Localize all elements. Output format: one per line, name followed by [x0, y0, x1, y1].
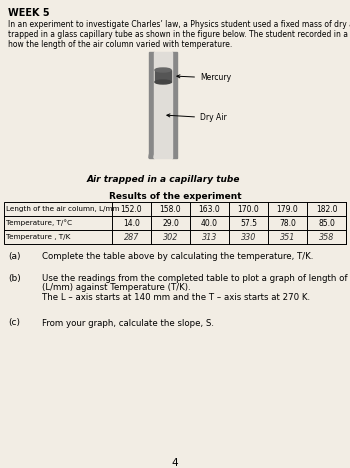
- Text: 170.0: 170.0: [238, 205, 259, 213]
- Text: 313: 313: [202, 233, 217, 241]
- Text: (b): (b): [8, 274, 21, 283]
- Bar: [4, 202, 346, 244]
- Text: Results of the experiment: Results of the experiment: [109, 192, 241, 201]
- Text: The L – axis starts at 140 mm and the T – axis starts at 270 K.: The L – axis starts at 140 mm and the T …: [42, 293, 310, 302]
- Text: Use the readings from the completed table to plot a graph of length of the air c: Use the readings from the completed tabl…: [42, 274, 350, 283]
- Text: 163.0: 163.0: [199, 205, 220, 213]
- Bar: [154, 52, 172, 158]
- Bar: [155, 70, 171, 82]
- Text: 40.0: 40.0: [201, 219, 218, 227]
- Text: (c): (c): [8, 319, 20, 328]
- Bar: [149, 52, 154, 158]
- Text: In an experiment to investigate Charles’ law, a Physics student used a fixed mas: In an experiment to investigate Charles’…: [8, 20, 350, 29]
- Text: 57.5: 57.5: [240, 219, 257, 227]
- Text: 330: 330: [241, 233, 256, 241]
- Text: 302: 302: [163, 233, 178, 241]
- Text: 287: 287: [124, 233, 139, 241]
- Ellipse shape: [155, 80, 171, 84]
- Bar: [172, 52, 177, 158]
- Text: (L/mm) against Temperature (T/K).: (L/mm) against Temperature (T/K).: [42, 284, 191, 292]
- Text: Temperature , T/K: Temperature , T/K: [6, 234, 70, 240]
- Text: 358: 358: [319, 233, 334, 241]
- Ellipse shape: [155, 68, 171, 72]
- Text: 85.0: 85.0: [318, 219, 335, 227]
- Text: Length of the air column, L/mm: Length of the air column, L/mm: [6, 206, 119, 212]
- Text: how the length of the air column varied with temperature.: how the length of the air column varied …: [8, 40, 232, 49]
- Text: trapped in a glass capillary tube as shown in the figure below. The student reco: trapped in a glass capillary tube as sho…: [8, 30, 350, 39]
- PathPatch shape: [149, 144, 177, 158]
- Text: WEEK 5: WEEK 5: [8, 8, 50, 18]
- Text: (a): (a): [8, 252, 21, 261]
- Text: 29.0: 29.0: [162, 219, 179, 227]
- Text: 14.0: 14.0: [123, 219, 140, 227]
- Text: Air trapped in a capillary tube: Air trapped in a capillary tube: [86, 175, 240, 184]
- Text: Temperature, T/°C: Temperature, T/°C: [6, 219, 72, 227]
- Text: From your graph, calculate the slope, S.: From your graph, calculate the slope, S.: [42, 319, 214, 328]
- Text: 158.0: 158.0: [160, 205, 181, 213]
- Text: 182.0: 182.0: [316, 205, 337, 213]
- Text: Mercury: Mercury: [177, 73, 231, 82]
- Text: Dry Air: Dry Air: [167, 114, 227, 123]
- PathPatch shape: [154, 149, 172, 158]
- Text: 78.0: 78.0: [279, 219, 296, 227]
- Text: Complete the table above by calculating the temperature, T/K.: Complete the table above by calculating …: [42, 252, 313, 261]
- Text: 179.0: 179.0: [276, 205, 298, 213]
- Text: 4: 4: [172, 458, 178, 468]
- Text: 351: 351: [280, 233, 295, 241]
- Text: 152.0: 152.0: [121, 205, 142, 213]
